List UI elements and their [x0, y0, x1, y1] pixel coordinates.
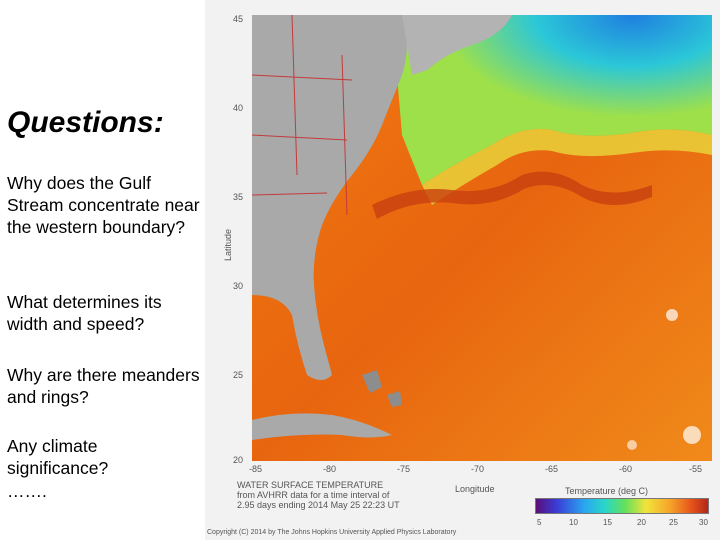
question-4: Any climate significance? — [7, 436, 109, 478]
lat-tick: 40 — [233, 103, 244, 113]
land-bahamas — [362, 370, 402, 407]
copyright-notice: Copyright (C) 2014 by The Johns Hopkins … — [207, 529, 457, 536]
question-2: What determines its width and speed? — [7, 292, 162, 334]
land-canada — [402, 15, 512, 75]
question-panel: Questions: Why does the Gulf Stream conc… — [0, 0, 205, 540]
caption-line: from AVHRR data for a time interval of — [237, 490, 390, 500]
land-cuba — [252, 413, 392, 440]
y-axis-label: Latitude — [223, 228, 234, 262]
lat-tick: 35 — [233, 192, 244, 202]
lon-tick: -80 — [323, 464, 337, 474]
cloud-patch — [627, 440, 637, 450]
lon-tick: -60 — [619, 464, 633, 474]
lon-tick: -65 — [545, 464, 559, 474]
caption-line: 2.95 days ending 2014 May 25 22:23 UT — [237, 500, 400, 510]
lon-tick: -75 — [397, 464, 411, 474]
lon-tick: -55 — [689, 464, 703, 474]
question-1: Why does the Gulf Stream concentrate nea… — [7, 173, 200, 237]
temperature-colorbar — [535, 498, 709, 514]
gulf-stream-core — [372, 171, 652, 219]
state-borders — [252, 15, 353, 216]
colorbar-label: Temperature (deg C) — [565, 486, 649, 496]
lon-tick: -70 — [471, 464, 485, 474]
cloud-patch — [683, 426, 701, 444]
question-ellipsis: ……. — [7, 481, 47, 501]
sst-map-panel: 45 40 35 30 25 20 Latitude -85 -80 -75 -… — [205, 0, 720, 540]
slide-title: Questions: — [7, 106, 164, 139]
colorbar-tick: 5 — [537, 518, 542, 527]
colorbar-tick: 30 — [699, 518, 708, 527]
lat-tick: 45 — [233, 14, 244, 24]
caption: WATER SURFACE TEMPERATURE from AVHRR dat… — [237, 480, 400, 510]
x-axis-label: Longitude — [455, 484, 495, 494]
colorbar-tick: 25 — [669, 518, 678, 527]
cool-water — [392, 15, 712, 185]
cloud-patch — [666, 309, 678, 321]
colorbar-tick: 15 — [603, 518, 612, 527]
caption-line: WATER SURFACE TEMPERATURE — [237, 480, 384, 490]
gulf-stream-front — [422, 129, 712, 205]
lon-tick: -85 — [249, 464, 263, 474]
lat-tick: 30 — [233, 281, 244, 291]
colorbar-tick: 20 — [637, 518, 646, 527]
lat-tick: 20 — [233, 455, 244, 465]
lat-tick: 25 — [233, 370, 244, 380]
question-3: Why are there meanders and rings? — [7, 365, 200, 407]
colorbar-tick: 10 — [569, 518, 578, 527]
sst-map-image — [252, 15, 712, 461]
land-north-america — [252, 15, 407, 380]
